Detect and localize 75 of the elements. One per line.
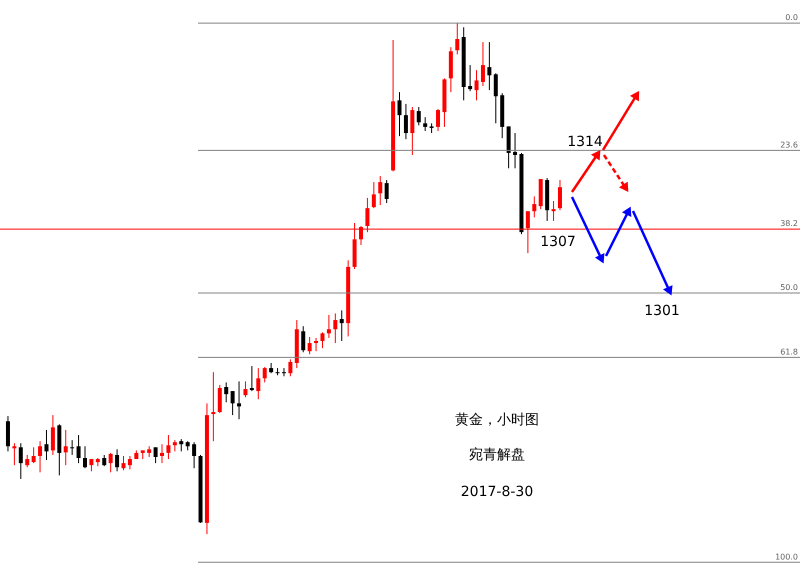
candlestick (436, 108, 440, 132)
annotation: 50.0 (780, 282, 798, 292)
candlestick (494, 72, 498, 124)
candlestick (32, 446, 36, 464)
candlestick (333, 312, 338, 344)
candlestick (474, 70, 479, 101)
candlestick (558, 180, 562, 211)
candlestick (340, 310, 344, 342)
candlestick (18, 442, 23, 480)
candlestick (115, 448, 120, 472)
candlestick (102, 454, 106, 467)
candlestick (256, 368, 260, 400)
annotation: 2017-8-30 (460, 484, 534, 500)
annotation: 23.6 (780, 140, 798, 150)
candlestick (237, 380, 242, 420)
candlestick (211, 372, 216, 442)
annotation: 100.0 (775, 552, 798, 562)
candlestick (269, 362, 274, 374)
candlestick (128, 455, 132, 470)
candlestick (179, 438, 184, 452)
candlestick (224, 382, 228, 403)
candlestick (38, 440, 42, 473)
annotation: 1307 (540, 234, 576, 250)
candlestick (64, 429, 68, 466)
candlestick (282, 368, 286, 377)
candlestick (243, 380, 248, 398)
candlestick (82, 446, 87, 469)
candlestick (326, 314, 331, 338)
candlestick (160, 444, 164, 464)
candlestick (89, 458, 94, 472)
candlestick (192, 442, 196, 469)
candlestick (552, 200, 556, 222)
candlestick (430, 122, 434, 134)
candlestick (154, 446, 158, 464)
candlestick (12, 442, 16, 466)
candlestick (455, 22, 460, 55)
text: 1314 (567, 134, 603, 150)
candlestick (262, 366, 267, 383)
candlestick (44, 429, 48, 461)
candlestick (70, 440, 74, 456)
candlestick (122, 455, 126, 471)
annotation: 61.8 (780, 347, 798, 356)
candlestick (250, 366, 254, 392)
candlestick (513, 132, 518, 169)
text: 1301 (644, 303, 680, 319)
candlestick (404, 103, 408, 140)
candlestick (423, 116, 428, 132)
candlestick (301, 326, 306, 353)
candlestick (468, 64, 472, 92)
candlestick (372, 182, 376, 209)
candlestick (480, 42, 485, 87)
candlestick (108, 452, 113, 473)
candlestick (76, 434, 81, 464)
candlestick (398, 92, 402, 137)
candlestick (230, 390, 235, 416)
candlestick (25, 454, 30, 468)
candlestick (487, 42, 492, 91)
candlestick (186, 440, 190, 451)
annotation: 0.0 (785, 13, 798, 22)
annotation: 宛青解盘 (469, 447, 525, 463)
candlestick (384, 180, 389, 204)
candlestick (172, 440, 177, 452)
candlestick (320, 332, 324, 349)
candlestick (410, 106, 414, 156)
annotation: 38.2 (780, 219, 798, 228)
candlestick (532, 196, 536, 218)
candlestick (378, 175, 382, 206)
annotation: 黄金，小时图 (455, 412, 539, 428)
candlestick (308, 336, 312, 355)
candlestick (50, 414, 55, 456)
candlestick (166, 434, 170, 460)
candlestick (416, 106, 421, 126)
candlestick (288, 358, 292, 377)
candlestick (147, 446, 152, 458)
candlestick (314, 337, 318, 352)
